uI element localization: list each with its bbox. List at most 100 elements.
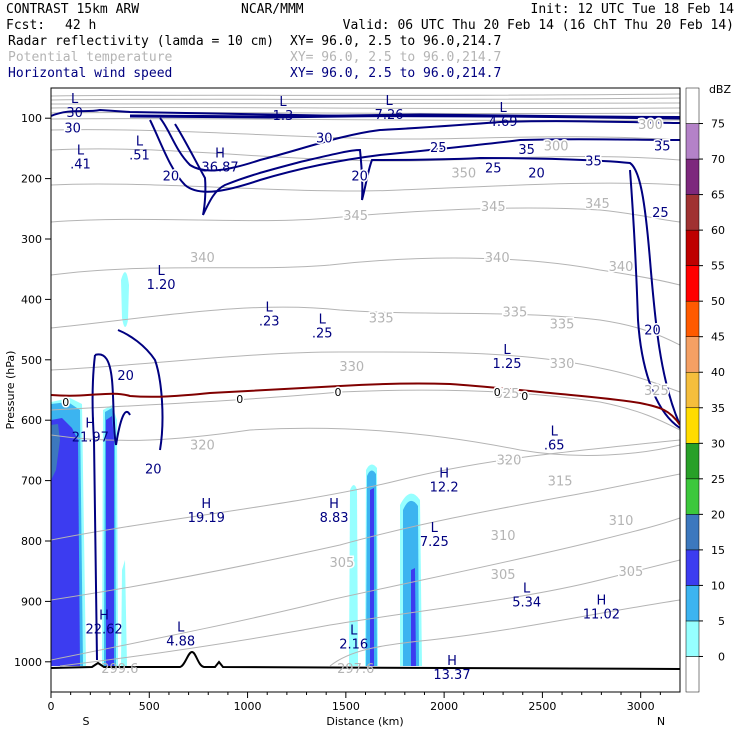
colorbar-label: 30 bbox=[711, 437, 725, 450]
header-model: CONTRAST 15km ARW bbox=[6, 2, 139, 17]
y-tick-label: 900 bbox=[21, 595, 42, 608]
theta-contour bbox=[51, 111, 680, 115]
colorbar-label: 75 bbox=[711, 118, 725, 131]
extremum-value: 1.25 bbox=[493, 357, 522, 372]
theta-label: 300 bbox=[544, 139, 569, 154]
extremum-value: 7.26 bbox=[375, 108, 404, 123]
surface-theta-label: 297.6 bbox=[337, 662, 374, 677]
theta-contour bbox=[51, 439, 680, 541]
surface-theta-label: 299.6 bbox=[101, 662, 138, 677]
wind-label: 30 bbox=[316, 132, 333, 147]
surface-label-layer: 299.6 297.6 bbox=[101, 662, 374, 677]
wind-label: 25 bbox=[485, 162, 502, 177]
extremum-type: H bbox=[596, 593, 606, 608]
field-xy-theta: XY= 96.0, 2.5 to 96.0,214.7 bbox=[290, 50, 501, 65]
colorbar-swatch bbox=[685, 336, 700, 373]
freezing-level-label: 0 bbox=[62, 396, 69, 409]
colorbar-label: 5 bbox=[718, 615, 725, 628]
colorbar-label: 10 bbox=[711, 579, 725, 592]
extremum-type: L bbox=[503, 343, 511, 358]
theta-label: 320 bbox=[190, 438, 215, 453]
extremum-value: 11.02 bbox=[583, 607, 620, 622]
theta-label: 340 bbox=[609, 260, 634, 275]
zero-label-layer: 0 0 0 0 0 bbox=[61, 384, 530, 410]
colorbar-label: 20 bbox=[711, 508, 725, 521]
theta-label: 325 bbox=[495, 387, 520, 402]
theta-contour bbox=[51, 97, 680, 101]
colorbar-swatch bbox=[685, 194, 700, 231]
y-tick-label: 100 bbox=[21, 112, 42, 125]
theta-label: 305 bbox=[491, 568, 516, 583]
theta-contours bbox=[51, 93, 680, 667]
wind-contour bbox=[159, 117, 680, 172]
colorbar-unit: dBZ bbox=[709, 83, 732, 96]
freezing-level-label: 0 bbox=[334, 386, 341, 399]
reflectivity-shading bbox=[51, 272, 422, 666]
theta-label: 330 bbox=[550, 357, 575, 372]
y-tick-label: 800 bbox=[21, 535, 42, 548]
theta-contour bbox=[329, 599, 680, 667]
y-tick-label: 300 bbox=[21, 233, 42, 246]
wind-contour bbox=[94, 353, 117, 446]
colorbar-swatch bbox=[685, 407, 700, 444]
header-fcst-label: Fcst: bbox=[6, 18, 45, 33]
colorbar-label: 40 bbox=[711, 366, 725, 379]
colorbar-label: 25 bbox=[711, 473, 725, 486]
colorbar-swatch bbox=[685, 620, 700, 657]
extremum-value: 1.3 bbox=[273, 109, 294, 124]
x-tick-label: 2500 bbox=[528, 700, 556, 713]
extremum-type: L bbox=[499, 101, 507, 116]
x-axis-label: Distance (km) bbox=[326, 715, 403, 728]
theta-label: 335 bbox=[502, 305, 527, 320]
extremum-value: .51 bbox=[129, 148, 150, 163]
y-tick-label: 400 bbox=[21, 293, 42, 306]
extremum-type: L bbox=[523, 581, 531, 596]
theta-label: 340 bbox=[190, 251, 215, 266]
field-xy-wind: XY= 96.0, 2.5 to 96.0,214.7 bbox=[290, 66, 501, 81]
x-tick-label: 1500 bbox=[332, 700, 360, 713]
theta-contour bbox=[51, 182, 680, 192]
extremum-type: L bbox=[385, 94, 393, 109]
wind-contour bbox=[91, 354, 98, 661]
wind-label: 25 bbox=[652, 206, 669, 221]
colorbar-swatch bbox=[685, 371, 700, 409]
theta-label: 315 bbox=[548, 475, 573, 490]
extremum-type: H bbox=[329, 497, 339, 512]
x-tick-label: 1000 bbox=[234, 700, 262, 713]
theta-contour bbox=[51, 102, 680, 105]
theta-contour bbox=[51, 517, 680, 661]
extremum-value: .41 bbox=[70, 157, 91, 172]
wind-label: 35 bbox=[585, 154, 602, 169]
extremum-value: 4.69 bbox=[489, 115, 518, 130]
theta-contour bbox=[51, 207, 680, 223]
x-axis: 0 500 1000 1500 2000 2500 3000 bbox=[48, 692, 661, 713]
x-tick-label: 500 bbox=[139, 700, 160, 713]
extremum-value: .65 bbox=[544, 438, 565, 453]
y-axis-label: Pressure (hPa) bbox=[4, 351, 17, 430]
y-tick-label: 200 bbox=[21, 173, 42, 186]
theta-contour bbox=[51, 306, 680, 346]
theta-contour bbox=[51, 257, 680, 286]
theta-contour bbox=[51, 351, 680, 393]
theta-label: 305 bbox=[329, 556, 354, 571]
extremum-type: L bbox=[350, 624, 358, 639]
theta-label: 345 bbox=[481, 200, 506, 215]
extremum-type: L bbox=[77, 143, 85, 158]
extremum-type: L bbox=[136, 134, 144, 149]
wind-label: 30 bbox=[64, 121, 81, 136]
colorbar-swatch bbox=[685, 265, 700, 302]
extremum-type: L bbox=[157, 264, 165, 279]
y-tick-label: 600 bbox=[21, 414, 42, 427]
colorbar-label: 70 bbox=[711, 153, 725, 166]
theta-label: 300 bbox=[638, 118, 663, 133]
field-name-reflectivity: Radar reflectivity (lamda = 10 cm) bbox=[8, 34, 274, 49]
extremum-type: H bbox=[99, 609, 109, 624]
theta-label: 325 bbox=[644, 384, 669, 399]
header-fcst-value: 42 h bbox=[65, 18, 96, 33]
colorbar-label: 15 bbox=[711, 544, 725, 557]
wind-label: 35 bbox=[654, 139, 671, 154]
extremum-value: .23 bbox=[259, 314, 280, 329]
colorbar-swatch bbox=[685, 229, 700, 266]
